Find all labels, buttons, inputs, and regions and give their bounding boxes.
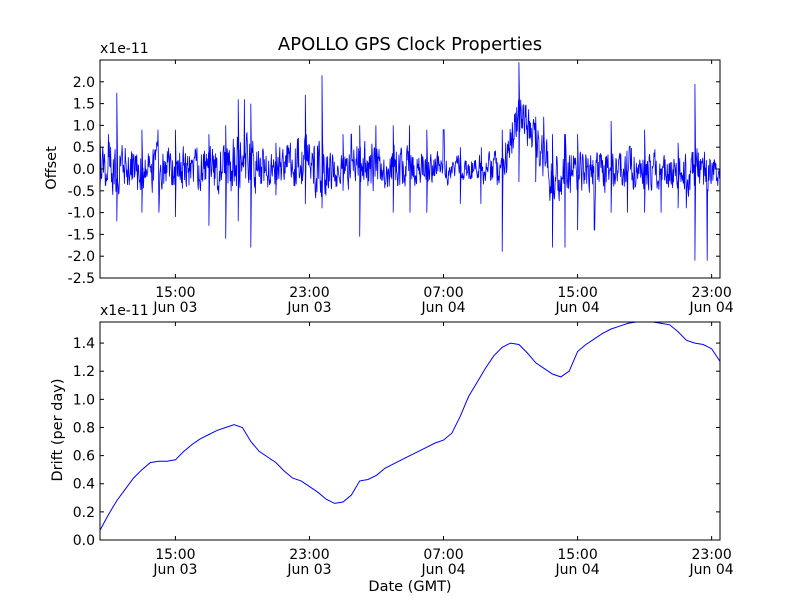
x-tick-label-date: Jun 03 <box>152 300 197 316</box>
drift-series-line <box>100 322 720 531</box>
y-tick-label: 1.2 <box>73 364 95 380</box>
x-tick-label-time: 15:00 <box>155 547 195 563</box>
y-tick-label: 0.4 <box>73 477 95 493</box>
y-tick-label: 0.5 <box>73 140 95 156</box>
x-tick-label-date: Jun 04 <box>420 562 465 578</box>
y-tick-label: 2.0 <box>73 75 95 91</box>
x-tick-label-time: 07:00 <box>423 285 463 301</box>
offset-multiplier: x1e-11 <box>100 41 149 57</box>
y-tick-label: -1.5 <box>68 227 95 243</box>
y-tick-label: 1.0 <box>73 392 95 408</box>
x-tick-label-date: Jun 04 <box>420 300 465 316</box>
x-tick-label-date: Jun 04 <box>554 562 599 578</box>
y-tick-label: 0.0 <box>73 533 95 549</box>
offset-panel: -2.5 -2.0 -1.5 -1.0 -0.5 0.0 0.5 1.0 1.5 2.0 15:00… <box>68 59 734 316</box>
y-tick-label: -0.5 <box>68 184 95 200</box>
drift-x-axis-label: Date (GMT) <box>368 579 451 595</box>
x-tick-label-date: Jun 04 <box>689 562 734 578</box>
x-tick-label-time: 15:00 <box>155 285 195 301</box>
x-tick-label-date: Jun 03 <box>152 562 197 578</box>
chart-title: APOLLO GPS Clock Properties <box>278 34 542 55</box>
x-tick-label-date: Jun 03 <box>286 562 331 578</box>
y-tick-label: 0.6 <box>73 449 95 465</box>
x-tick-label-time: 15:00 <box>557 285 597 301</box>
offset-y-axis-label: Offset <box>44 146 60 190</box>
y-tick-label: 0.2 <box>73 505 95 521</box>
y-tick-label: -1.0 <box>68 206 95 222</box>
y-tick-label: -2.0 <box>68 249 95 265</box>
y-tick-label: 1.5 <box>73 97 95 113</box>
y-tick-label: 0.8 <box>73 420 95 436</box>
y-tick-label: -2.5 <box>68 271 95 287</box>
x-tick-label-time: 15:00 <box>557 547 597 563</box>
x-tick-label-time: 23:00 <box>691 547 731 563</box>
drift-multiplier: x1e-11 <box>100 303 149 319</box>
offset-series-line <box>100 62 720 261</box>
x-tick-label-time: 23:00 <box>691 285 731 301</box>
y-tick-label: 1.0 <box>73 118 95 134</box>
x-tick-label-date: Jun 04 <box>554 300 599 316</box>
drift-y-axis-label: Drift (per day) <box>50 379 66 482</box>
y-tick-label: 1.4 <box>73 336 95 352</box>
x-tick-label-time: 23:00 <box>289 547 329 563</box>
x-tick-label-date: Jun 03 <box>286 300 331 316</box>
y-tick-label: 0.0 <box>73 162 95 178</box>
x-tick-label-time: 07:00 <box>423 547 463 563</box>
x-tick-label-time: 23:00 <box>289 285 329 301</box>
plot-frame <box>99 321 721 541</box>
x-tick-label-date: Jun 04 <box>689 300 734 316</box>
